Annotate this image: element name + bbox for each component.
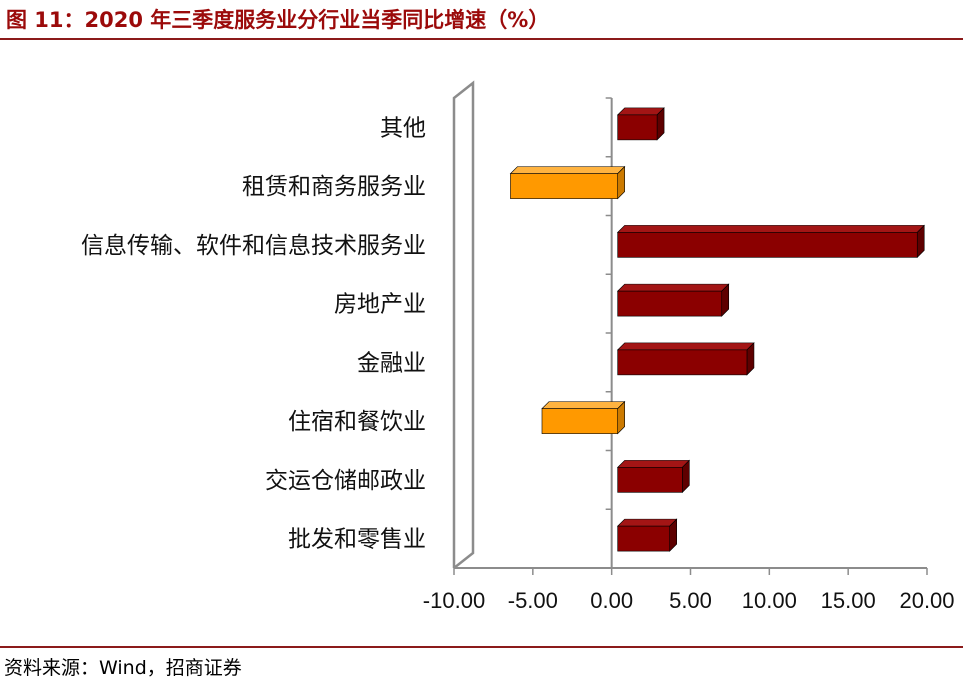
bar-front [617,349,748,376]
bar-5 [616,342,755,376]
category-label: 金融业 [357,350,426,376]
x-tick-label: 15.00 [821,588,876,613]
category-label: 信息传输、软件和信息技术服务业 [81,233,426,259]
category-label: 住宿和餐饮业 [288,409,426,435]
chart-title: 图 11：2020 年三季度服务业分行业当季同比增速（%） [6,8,550,32]
bar-front [617,232,918,258]
x-tick-label: 20.00 [899,588,954,613]
category-label: 租赁和商务服务业 [242,174,426,200]
bar-1 [616,107,665,141]
source-rule [0,646,963,648]
bar-top [616,225,925,233]
bar-top [541,401,626,409]
category-label: 交运仓储邮政业 [265,468,426,494]
x-axis-ticks: -10.00 -5.00 0.00 5.00 10.00 15.00 20.00 [423,568,955,613]
chart-frame [452,80,927,569]
x-tick-label: 5.00 [669,588,712,613]
x-tick-label: -5.00 [508,588,558,613]
category-label: 房地产业 [334,292,426,318]
bar-front [617,290,723,317]
bar-6 [541,400,626,435]
bar-front [541,408,618,434]
bar-top [509,166,626,174]
x-tick-label: 10.00 [742,588,797,613]
x-tick-label: 0.00 [590,588,633,613]
bar-2 [509,165,626,200]
bar-chart: 其他租赁和商务服务业信息传输、软件和信息技术服务业房地产业金融业住宿和餐饮业交运… [81,80,955,613]
bar-top [616,283,730,292]
bar-top [616,460,691,468]
category-label: 其他 [380,115,426,141]
chart-back-wall [452,80,475,569]
bar-front [617,114,658,141]
bar-front [617,467,683,493]
bar-top [616,342,755,351]
bar-7 [616,459,691,494]
bar-front [510,173,618,199]
bar-top [616,107,665,116]
title-rule [0,38,963,40]
source-note: 资料来源：Wind，招商证券 [4,657,242,679]
category-labels: 其他租赁和商务服务业信息传输、软件和信息技术服务业房地产业金融业住宿和餐饮业交运… [81,115,426,552]
x-tick-label: -10.00 [423,588,485,613]
bar-3 [616,224,925,259]
bar-4 [616,283,730,317]
bar-8 [616,518,678,552]
category-label: 批发和零售业 [288,527,426,553]
bars [509,107,925,552]
bar-top [616,518,678,527]
bar-front [617,525,670,552]
